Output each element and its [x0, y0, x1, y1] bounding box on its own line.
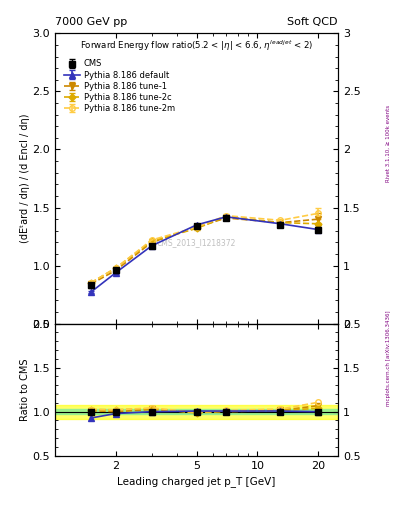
Text: Rivet 3.1.10, ≥ 100k events: Rivet 3.1.10, ≥ 100k events: [386, 105, 391, 182]
Bar: [55, 404, 338, 419]
Text: Forward Energy flow ratio(5.2 < |$\eta$| < 6.6, $\eta^{leadjet}$ < 2): Forward Energy flow ratio(5.2 < |$\eta$|…: [80, 39, 313, 53]
Text: CMS_2013_I1218372: CMS_2013_I1218372: [157, 238, 236, 247]
Text: mcplots.cern.ch [arXiv:1306.3436]: mcplots.cern.ch [arXiv:1306.3436]: [386, 311, 391, 406]
Y-axis label: (dEᵗard / dη) / (d Encl / dη): (dEᵗard / dη) / (d Encl / dη): [20, 114, 29, 243]
Legend: CMS, Pythia 8.186 default, Pythia 8.186 tune-1, Pythia 8.186 tune-2c, Pythia 8.1: CMS, Pythia 8.186 default, Pythia 8.186 …: [62, 58, 176, 115]
Text: Soft QCD: Soft QCD: [288, 17, 338, 28]
Text: 7000 GeV pp: 7000 GeV pp: [55, 17, 127, 28]
Y-axis label: Ratio to CMS: Ratio to CMS: [20, 358, 29, 421]
Bar: [55, 409, 338, 414]
X-axis label: Leading charged jet p_T [GeV]: Leading charged jet p_T [GeV]: [118, 476, 275, 487]
